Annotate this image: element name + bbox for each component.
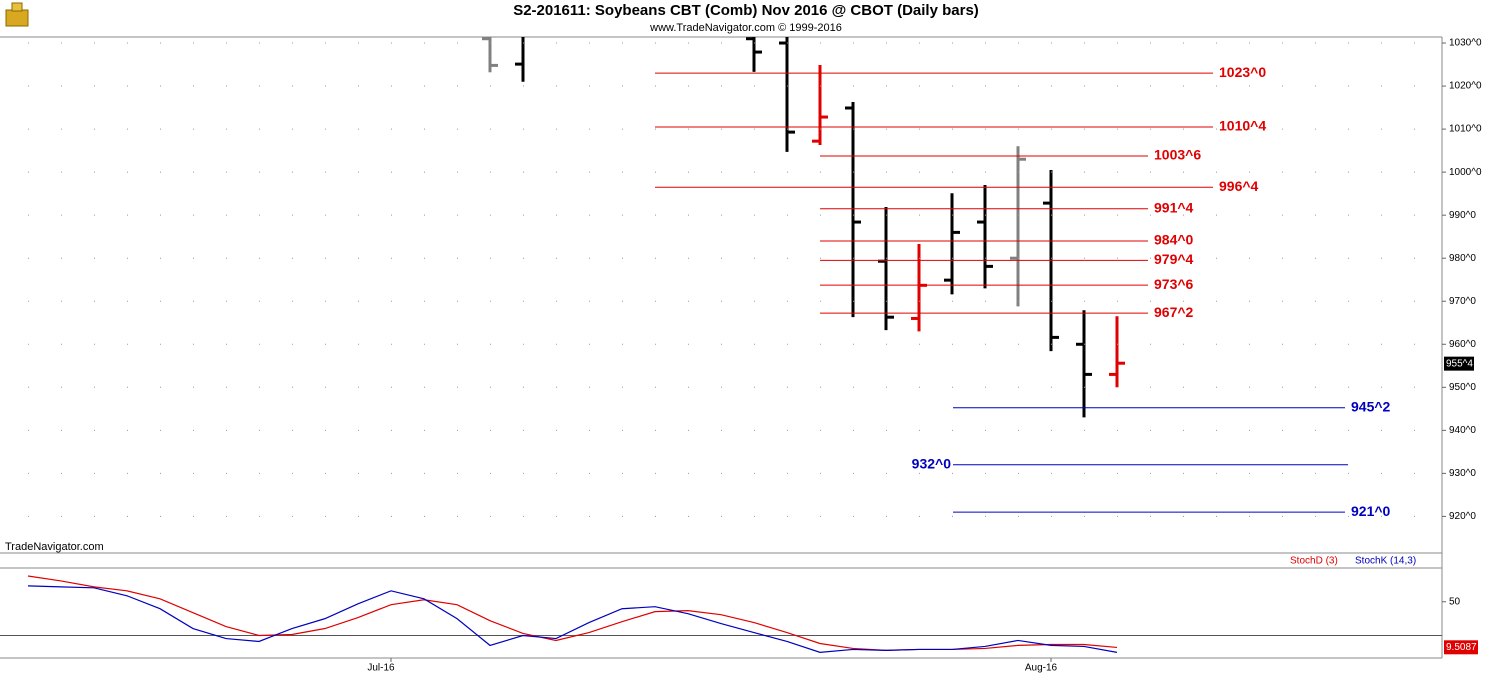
legend-label: StochK (14,3) [1355,556,1416,567]
price-pane [482,37,1125,418]
level-label: 921^0 [1351,503,1391,519]
x-tick-label: Jul-16 [367,663,395,674]
y-tick-label: 1030^0 [1449,38,1482,49]
level-label: 932^0 [912,455,952,471]
level-label: 967^2 [1154,304,1194,320]
stoch-line [27,585,1118,653]
level-label: 991^4 [1154,199,1194,215]
y-tick-label: 1020^0 [1449,81,1482,92]
y-tick-label: 970^0 [1449,296,1476,307]
y-tick-label: 920^0 [1449,511,1476,522]
y-tick-label: 930^0 [1449,468,1476,479]
y-tick-label: 1010^0 [1449,124,1482,135]
level-label: 973^6 [1154,276,1194,292]
level-label: 1010^4 [1219,118,1266,134]
level-label: 979^4 [1154,251,1194,267]
level-label: 945^2 [1351,398,1391,414]
subtitle: www.TradeNavigator.com © 1999-2016 [649,22,842,34]
chart-title: S2-201611: Soybeans CBT (Comb) Nov 2016 … [513,2,979,19]
y-tick-label: 990^0 [1449,210,1476,221]
level-label: 984^0 [1154,232,1194,248]
y-tick-label: 980^0 [1449,253,1476,264]
y-tick-label: 960^0 [1449,339,1476,350]
last-value-box [1444,640,1478,655]
y-tick-label: 50 [1449,596,1461,607]
last-value-label: 9.5087 [1446,642,1477,653]
last-price-label: 955^4 [1446,358,1473,369]
watermark: TradeNavigator.com [5,541,104,553]
y-tick-label: 1000^0 [1449,167,1482,178]
legend-label: StochD (3) [1290,556,1338,567]
logo [5,2,29,27]
y-tick-label: 950^0 [1449,382,1476,393]
x-tick-label: Aug-16 [1025,663,1058,674]
last-price-box [1444,356,1474,371]
level-label: 996^4 [1219,178,1259,194]
level-label: 1003^6 [1154,147,1201,163]
y-tick-label: 940^0 [1449,425,1476,436]
level-label: 1023^0 [1219,64,1266,80]
